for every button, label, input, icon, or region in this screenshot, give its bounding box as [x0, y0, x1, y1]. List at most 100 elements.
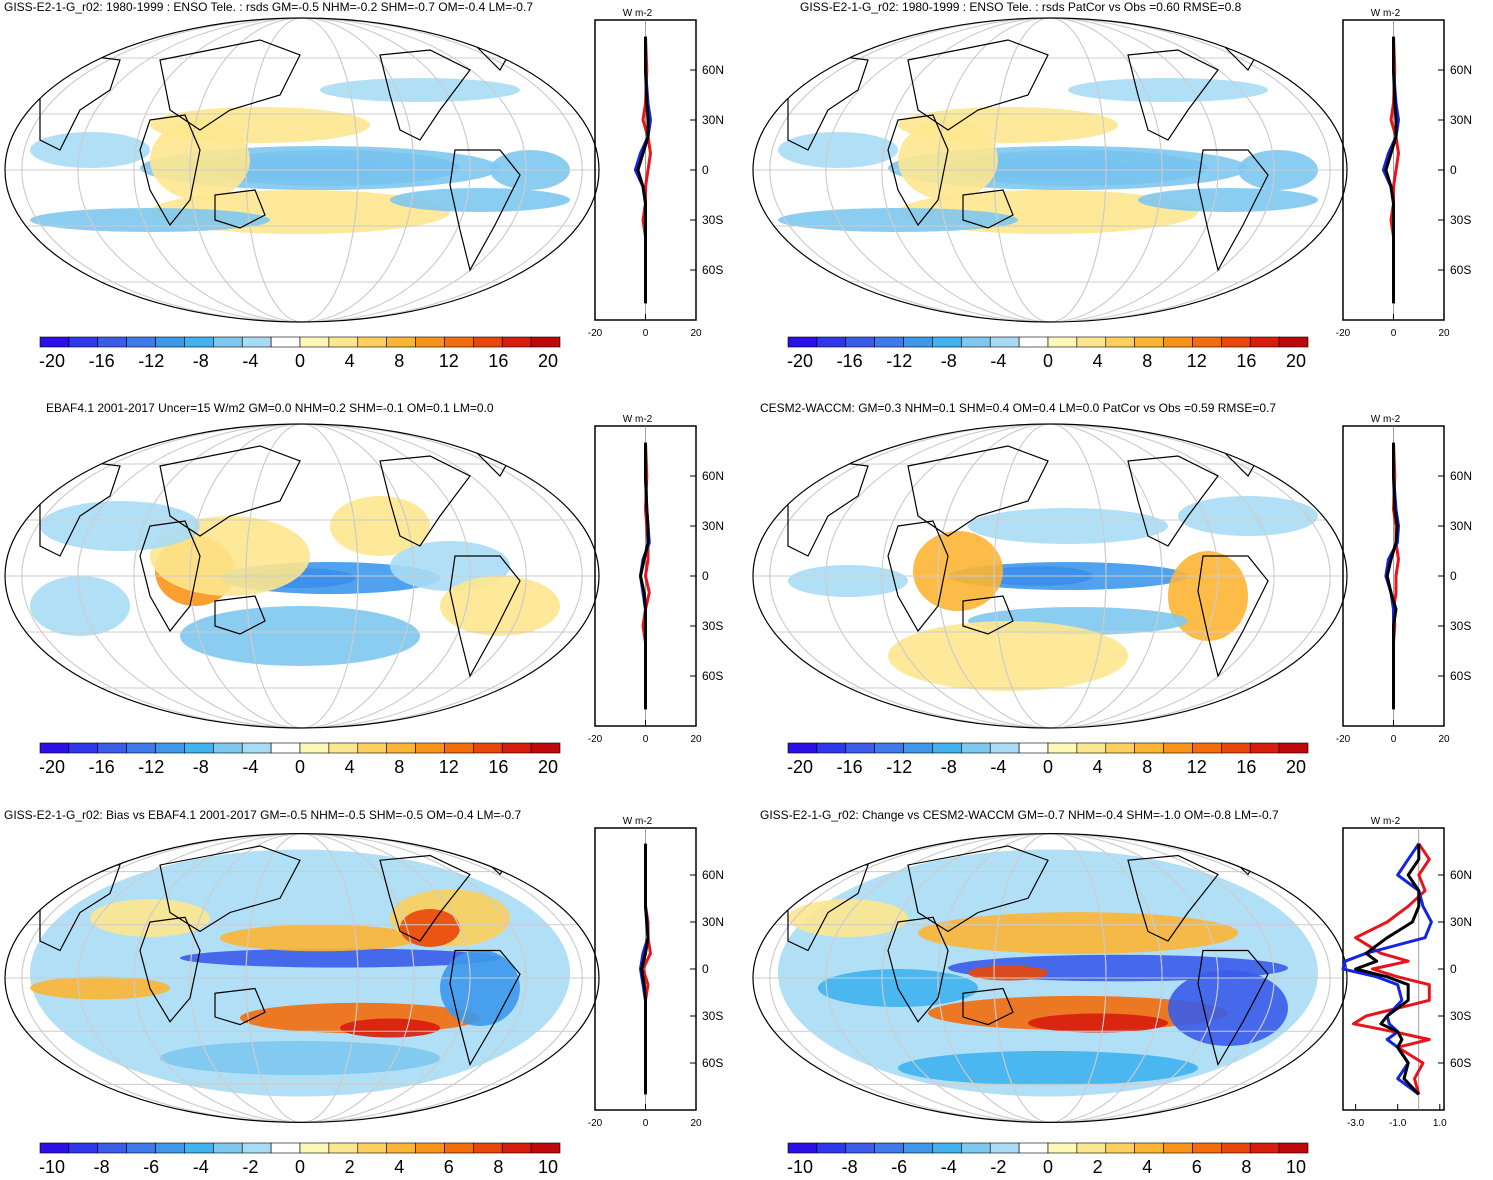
profile-unit: W m-2 — [623, 414, 653, 425]
world-map — [5, 833, 599, 1123]
coastline — [907, 445, 1049, 537]
field-region — [390, 188, 570, 212]
field-region — [788, 565, 908, 597]
colorbar-swatch — [1076, 336, 1107, 348]
panel-figure: W m-2 60N 30N 0 30S 60S -3.0 -1.0 1.0 -10 -8 -6 -4 -2… — [752, 816, 1472, 1177]
colorbar-label: 12 — [439, 351, 459, 371]
colorbar-swatch — [1249, 336, 1280, 348]
panel-title: GISS-E2-1-G_r02: 1980-1999 : ENSO Tele. … — [4, 0, 533, 14]
lat-tick-label: 30N — [702, 915, 724, 929]
colorbar-swatch — [1278, 1142, 1309, 1154]
colorbar-label: 20 — [538, 351, 558, 371]
field-region — [150, 120, 250, 200]
profile-line-black — [640, 843, 650, 1095]
lat-tick-label: 0 — [1450, 163, 1457, 177]
coastline — [962, 595, 1014, 635]
colorbar-swatch — [299, 742, 330, 754]
colorbar-swatch — [357, 1142, 387, 1154]
profile-unit: W m-2 — [1371, 816, 1401, 827]
colorbar-swatch — [932, 1142, 962, 1154]
x-tick-label: -3.0 — [1347, 1118, 1365, 1129]
colorbar-swatch — [270, 742, 301, 754]
panel-cesm2-waccm: CESM2-WACCM: GM=0.3 NHM=0.1 SHM=0.4 OM=0… — [748, 401, 1493, 791]
colorbar-label: 0 — [295, 1157, 305, 1177]
profile-unit: W m-2 — [623, 8, 653, 19]
field-region — [898, 120, 998, 200]
colorbar-label: -8 — [193, 757, 209, 777]
colorbar-label: -12 — [886, 757, 912, 777]
colorbar-swatch — [845, 336, 875, 348]
field-region — [160, 1040, 440, 1076]
colorbar-swatch — [68, 1142, 99, 1154]
colorbar-label: -10 — [787, 1157, 813, 1177]
coastline — [139, 520, 201, 633]
colorbar-swatch — [1278, 742, 1309, 754]
colorbar-swatch — [1047, 742, 1078, 754]
colorbar-swatch — [126, 742, 156, 754]
colorbar-label: -20 — [787, 757, 813, 777]
colorbar-swatch — [328, 1142, 359, 1154]
lat-tick-label: 30S — [702, 1009, 723, 1023]
field-region — [400, 909, 460, 947]
colorbar-label: 2 — [345, 1157, 355, 1177]
colorbar-label: 8 — [1142, 757, 1152, 777]
colorbar-label: 12 — [439, 757, 459, 777]
profile-unit: W m-2 — [1371, 414, 1401, 425]
graticule-lon — [21, 833, 583, 1123]
graticule-lon — [769, 18, 1331, 322]
field-region — [40, 501, 200, 551]
field-region — [968, 965, 1048, 981]
colorbar-swatch — [97, 336, 127, 348]
colorbar-swatch — [241, 742, 272, 754]
colorbar-swatch — [816, 336, 847, 348]
colorbar-swatch — [97, 742, 127, 754]
colorbar-label: 4 — [1093, 351, 1103, 371]
colorbar-label: -10 — [39, 1157, 65, 1177]
colorbar-swatch — [213, 742, 243, 754]
colorbar-label: -20 — [787, 351, 813, 371]
colorbar-swatch — [1163, 742, 1193, 754]
colorbar-label: -16 — [837, 757, 863, 777]
colorbar-swatch — [1249, 742, 1280, 754]
lat-tick-label: 60N — [702, 469, 724, 483]
colorbar-swatch — [1192, 1142, 1222, 1154]
profile-line-red — [1352, 842, 1431, 1095]
colorbar-swatch — [1105, 1142, 1135, 1154]
colorbar-swatch — [989, 336, 1020, 348]
colorbar: -10 -8 -6 -4 -2 0 2 4 6 8 10 — [39, 1142, 561, 1177]
colorbar-swatch — [961, 1142, 991, 1154]
colorbar-swatch — [68, 742, 99, 754]
colorbar-swatch — [1134, 336, 1164, 348]
lat-tick-label: 30S — [1450, 1009, 1471, 1023]
profile-unit: W m-2 — [1371, 8, 1401, 19]
colorbar-label: 16 — [1236, 757, 1256, 777]
panel-figure: W m-2 60N 30N 0 30S 60S -20 0 20 -20 -16 -12 -8 -4 0 4 8… — [4, 414, 724, 777]
coastline — [1197, 149, 1269, 272]
colorbar-label: 0 — [1043, 1157, 1053, 1177]
coastline — [214, 595, 266, 635]
colorbar-swatch — [1249, 1142, 1280, 1154]
graticule-lon — [825, 833, 1275, 1123]
colorbar-label: -12 — [138, 351, 164, 371]
colorbar-swatch — [241, 1142, 272, 1154]
colorbar-swatch — [1105, 336, 1135, 348]
colorbar-swatch — [989, 1142, 1020, 1154]
colorbar-swatch — [299, 1142, 330, 1154]
colorbar-swatch — [816, 742, 847, 754]
colorbar-swatch — [184, 1142, 214, 1154]
coastline — [379, 49, 471, 141]
lat-tick-label: 30N — [702, 519, 724, 533]
colorbar-swatch — [126, 336, 156, 348]
lat-tick-label: 30S — [702, 213, 723, 227]
colorbar-swatch — [155, 336, 185, 348]
field-region — [898, 1050, 1198, 1086]
colorbar-swatch — [357, 336, 387, 348]
colorbar-swatch — [39, 1142, 70, 1154]
panel-enso-giss-patcor: GISS-E2-1-G_r02: 1980-1999 : ENSO Tele. … — [748, 0, 1493, 390]
coastline — [214, 987, 266, 1026]
map-border — [752, 423, 1348, 729]
field-region — [778, 208, 1018, 232]
world-map — [5, 18, 599, 322]
coastline — [379, 455, 471, 547]
